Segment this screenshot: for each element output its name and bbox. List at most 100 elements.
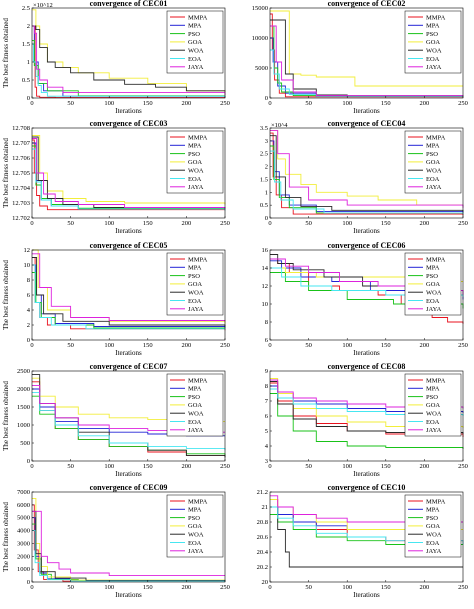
axis-exponent: ×10^12 xyxy=(33,2,53,9)
series-line-goa xyxy=(270,10,463,87)
y-tick-label: 500 xyxy=(20,440,30,447)
legend-label-goa: GOA xyxy=(426,159,440,166)
y-tick-label: 5000 xyxy=(17,515,30,522)
y-tick-label: 0 xyxy=(27,579,30,586)
y-tick-label: 10 xyxy=(24,262,31,269)
chart-title: convergence of CEC04 xyxy=(328,119,406,128)
legend-label-jaya: JAYA xyxy=(426,184,442,191)
y-tick-label: 20 xyxy=(262,579,269,586)
y-tick-label: 1.5 xyxy=(260,176,268,183)
legend-label-pso: PSO xyxy=(188,394,200,401)
y-tick-label: 10000 xyxy=(252,35,268,42)
x-tick-label: 50 xyxy=(305,342,312,349)
x-tick-label: 200 xyxy=(182,463,192,470)
x-tick-label: 250 xyxy=(458,463,468,470)
legend-label-pso: PSO xyxy=(426,31,438,38)
y-tick-label: 4000 xyxy=(17,528,30,535)
series-line-woa xyxy=(32,25,226,92)
y-tick-label: 2.5 xyxy=(22,5,30,12)
x-tick-label: 250 xyxy=(220,220,230,227)
x-tick-label: 0 xyxy=(30,100,33,107)
series-line-pso xyxy=(270,393,464,449)
x-tick-label: 0 xyxy=(268,584,271,591)
legend-label-jaya: JAYA xyxy=(188,306,204,313)
legend-label-eoa: EOA xyxy=(426,419,440,426)
legend-label-jaya: JAYA xyxy=(426,427,442,434)
legend-label-mpa: MPA xyxy=(426,507,440,514)
series-line-jaya xyxy=(270,25,464,97)
chart-title: convergence of CEC08 xyxy=(328,362,406,371)
y-tick-label: 12 xyxy=(262,283,269,290)
legend-label-eoa: EOA xyxy=(188,298,202,305)
y-axis-label: The best fitness obtained xyxy=(2,381,10,451)
x-tick-label: 0 xyxy=(30,342,33,349)
legend-label-goa: GOA xyxy=(188,402,202,409)
y-tick-label: 2.5 xyxy=(260,151,268,158)
x-tick-label: 250 xyxy=(458,584,468,591)
y-tick-label: 0.5 xyxy=(260,202,268,209)
legend-label-pso: PSO xyxy=(426,273,438,280)
legend-label-mpa: MPA xyxy=(426,265,440,272)
legend-label-woa: WOA xyxy=(188,532,204,539)
y-tick-label: 8 xyxy=(265,319,268,326)
x-tick-label: 50 xyxy=(305,100,312,107)
x-axis-label: Iterations xyxy=(353,107,380,115)
legend-label-mpa: MPA xyxy=(188,265,202,272)
x-axis-label: Iterations xyxy=(115,470,142,478)
x-axis-label: Iterations xyxy=(353,591,380,599)
legend-label-jaya: JAYA xyxy=(188,427,204,434)
y-tick-label: 1.5 xyxy=(22,41,30,48)
legend-label-woa: WOA xyxy=(426,532,442,539)
y-tick-label: 5 xyxy=(265,428,268,435)
x-tick-label: 150 xyxy=(143,100,153,107)
x-tick-label: 50 xyxy=(67,584,74,591)
chart-panel-9: convergence of CEC09 0 50 100 150 200 250 0 1000… xyxy=(2,483,230,599)
chart-panel-3: convergence of CEC03 0 50 100 150 200 250 12.70… xyxy=(2,119,230,235)
x-tick-label: 150 xyxy=(143,584,153,591)
series-line-eoa xyxy=(32,264,226,330)
x-tick-label: 50 xyxy=(305,584,312,591)
y-tick-label: 4 xyxy=(27,307,31,314)
y-tick-label: 1000 xyxy=(17,566,30,573)
chart-panel-8: convergence of CEC08 0 50 100 150 200 250 3 4 5 6 7… xyxy=(265,362,468,478)
legend-label-pso: PSO xyxy=(188,151,200,158)
y-tick-label: 1000 xyxy=(17,422,30,429)
x-tick-label: 250 xyxy=(458,100,468,107)
y-tick-label: 9 xyxy=(265,368,268,375)
x-tick-label: 100 xyxy=(104,342,114,349)
chart-panel-5: convergence of CEC05 0 50 100 150 200 250 0 2 4 6 8… xyxy=(2,241,230,357)
series-line-eoa xyxy=(270,388,464,416)
x-axis-label: Iterations xyxy=(115,227,142,235)
chart-title: convergence of CEC06 xyxy=(328,241,406,250)
legend-label-mmpa: MMPA xyxy=(188,498,208,505)
legend-box xyxy=(404,130,462,194)
y-tick-label: 2500 xyxy=(17,368,30,375)
legend-label-goa: GOA xyxy=(188,39,202,46)
y-tick-label: 12.706 xyxy=(12,155,31,162)
x-tick-label: 200 xyxy=(182,220,192,227)
legend-label-goa: GOA xyxy=(188,523,202,530)
series-line-eoa xyxy=(32,148,226,211)
x-axis-label: Iterations xyxy=(353,227,380,235)
legend-label-woa: WOA xyxy=(426,290,442,297)
x-tick-label: 50 xyxy=(305,220,312,227)
x-tick-label: 50 xyxy=(67,100,74,107)
plot-frame xyxy=(269,7,464,99)
y-tick-label: 12.703 xyxy=(12,200,30,207)
legend-label-mmpa: MMPA xyxy=(188,256,208,263)
legend-label-goa: GOA xyxy=(426,402,440,409)
legend-label-eoa: EOA xyxy=(426,56,440,63)
x-tick-label: 150 xyxy=(381,342,391,349)
x-tick-label: 150 xyxy=(381,584,391,591)
x-tick-label: 50 xyxy=(67,220,74,227)
x-tick-label: 100 xyxy=(342,220,352,227)
y-tick-label: 5000 xyxy=(255,65,268,72)
x-axis-label: Iterations xyxy=(115,591,142,599)
legend-label-mpa: MPA xyxy=(426,143,440,150)
series-line-eoa xyxy=(32,392,226,451)
y-tick-label: 20.4 xyxy=(257,549,269,556)
y-tick-label: 2 xyxy=(265,164,268,171)
legend-label-mmpa: MMPA xyxy=(188,134,208,141)
